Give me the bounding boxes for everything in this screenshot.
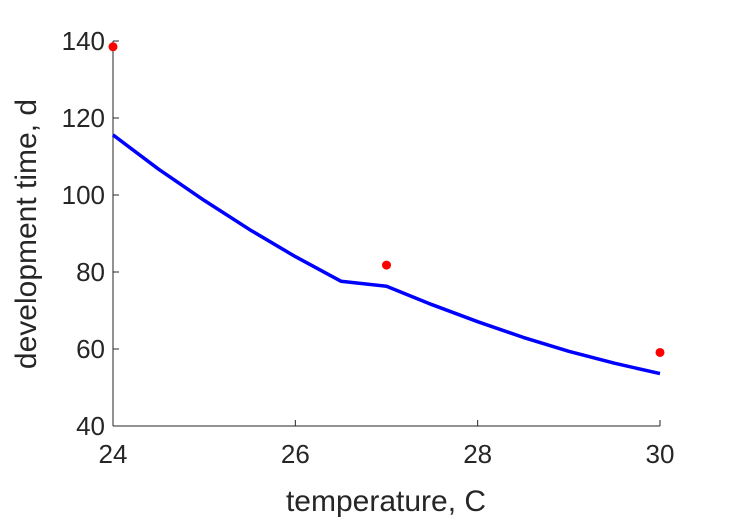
x-tick-label: 26	[281, 439, 310, 469]
data-point	[382, 260, 391, 270]
y-tick-label: 80	[76, 257, 105, 287]
x-tick-label: 28	[463, 439, 492, 469]
x-tick-label: 30	[646, 439, 675, 469]
y-tick-label: 100	[62, 180, 105, 210]
x-tick-label: 24	[99, 439, 128, 469]
y-tick-label: 120	[62, 103, 105, 133]
y-tick-label: 40	[76, 411, 105, 441]
series-layer	[108, 42, 665, 376]
fitted-curve	[111, 133, 661, 376]
y-tick-label: 60	[76, 334, 105, 364]
y-tick-label: 140	[62, 26, 105, 56]
axes-layer	[112, 41, 660, 427]
data-point	[108, 42, 118, 52]
x-axis-title: temperature, C	[286, 485, 486, 518]
data-point	[655, 347, 665, 357]
y-axis-title: development time, d	[10, 99, 43, 369]
ticks-layer: 24 26 28 30 40 60 80 100 120 140	[62, 26, 675, 469]
